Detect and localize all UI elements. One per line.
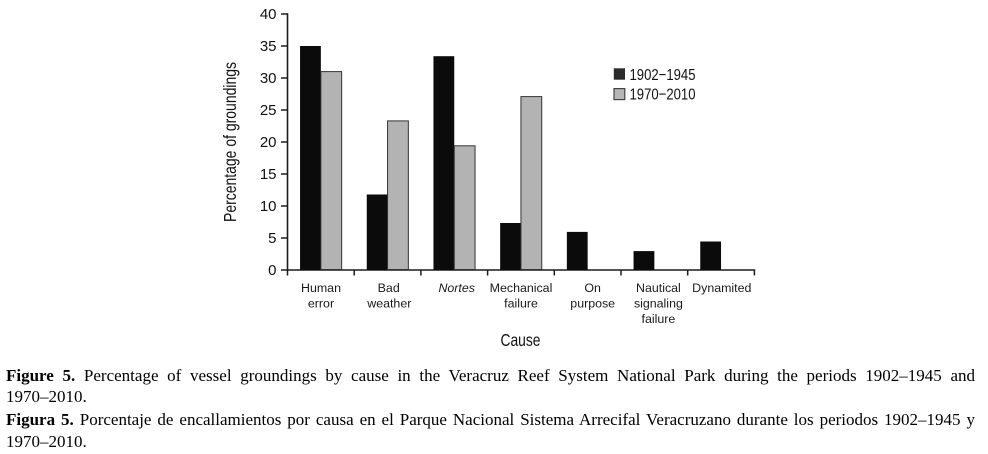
svg-text:Nortes: Nortes (438, 281, 475, 295)
svg-text:30: 30 (260, 70, 277, 87)
svg-text:signaling: signaling (634, 297, 683, 311)
svg-text:20: 20 (260, 134, 277, 151)
svg-text:1970−2010: 1970−2010 (630, 87, 696, 104)
svg-text:purpose: purpose (570, 297, 615, 311)
svg-text:1902−1945: 1902−1945 (630, 67, 696, 84)
svg-text:Percentage of groundings: Percentage of groundings (220, 62, 240, 222)
svg-text:15: 15 (260, 166, 277, 183)
svg-text:failure: failure (642, 312, 676, 326)
svg-text:10: 10 (260, 198, 277, 215)
svg-text:Human: Human (301, 281, 341, 295)
svg-text:failure: failure (504, 297, 538, 311)
svg-text:Dynamited: Dynamited (692, 281, 751, 295)
svg-text:5: 5 (268, 230, 276, 247)
svg-text:Cause: Cause (501, 330, 541, 350)
svg-text:25: 25 (260, 102, 277, 119)
svg-text:35: 35 (260, 38, 277, 55)
svg-text:On: On (584, 281, 601, 295)
svg-text:0: 0 (268, 262, 276, 279)
svg-text:Nautical: Nautical (636, 281, 681, 295)
svg-text:Mechanical: Mechanical (490, 281, 553, 295)
svg-text:Bad: Bad (378, 281, 400, 295)
svg-text:error: error (308, 297, 334, 311)
svg-text:weather: weather (366, 297, 411, 311)
svg-text:40: 40 (260, 6, 277, 23)
